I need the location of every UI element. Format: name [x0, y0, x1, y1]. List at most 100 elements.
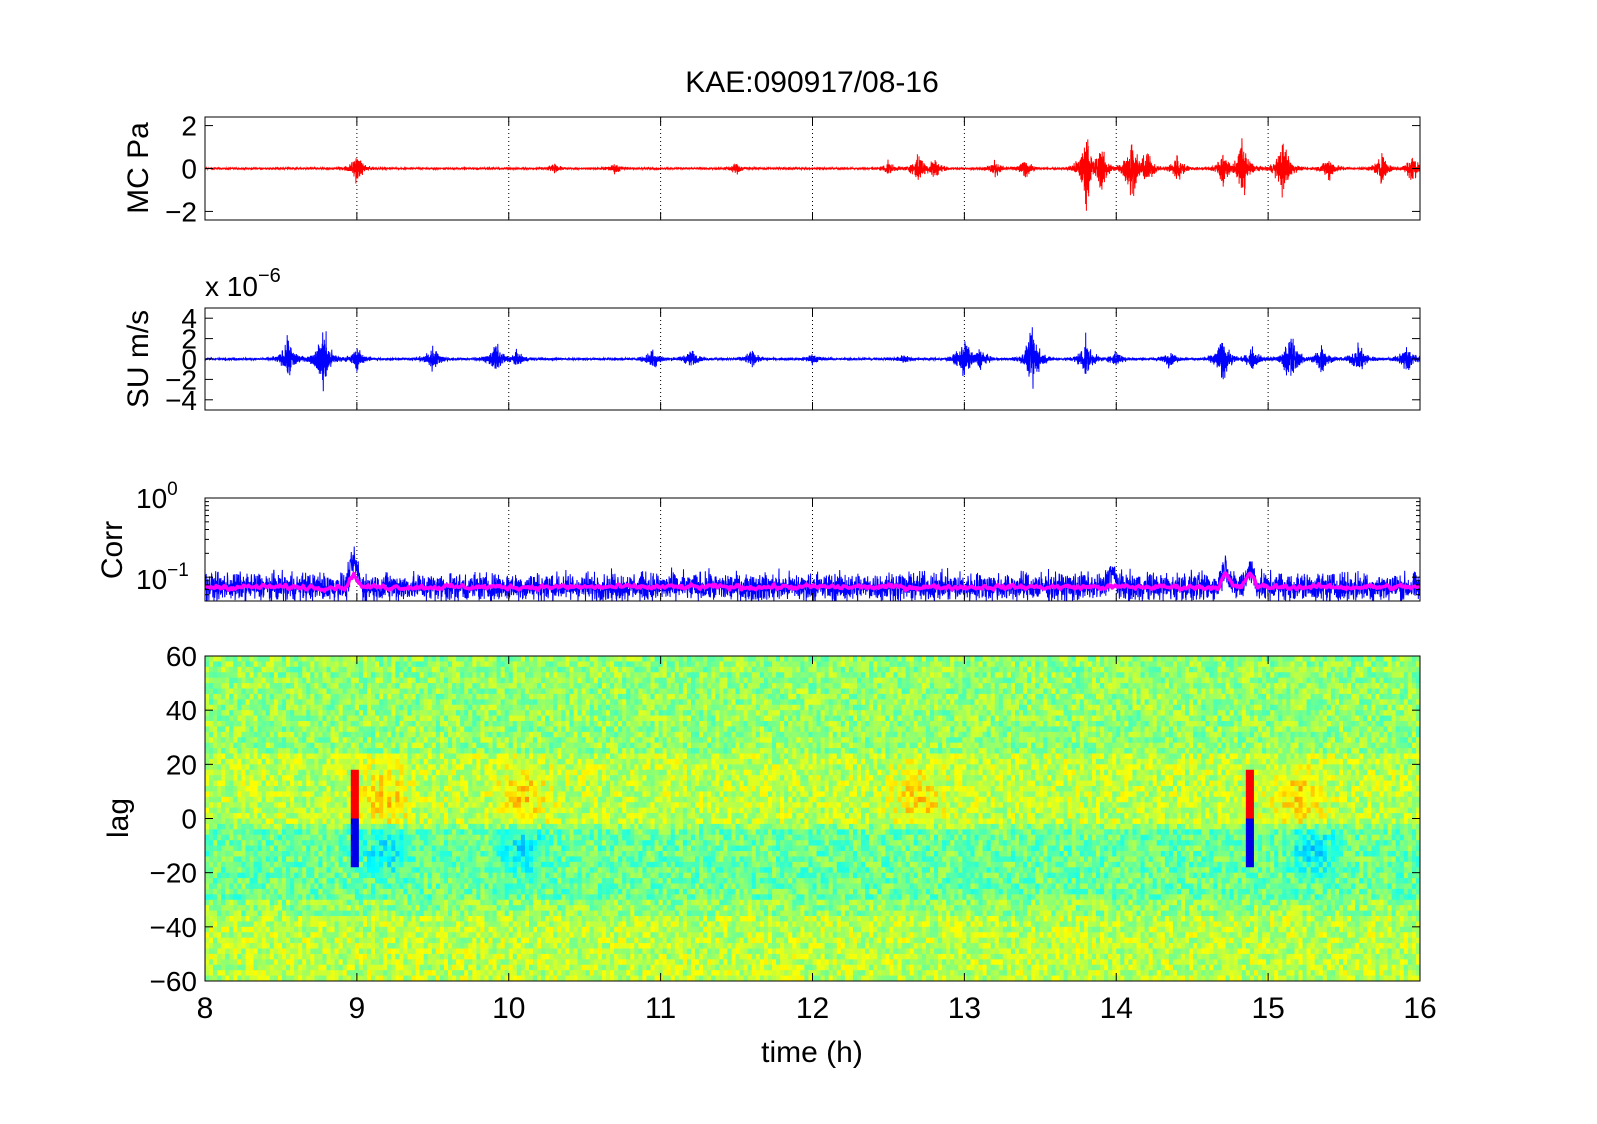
heatmap-cell — [327, 802, 332, 808]
heatmap-cell — [229, 835, 234, 841]
heatmap-cell — [241, 781, 246, 787]
heatmap-cell — [233, 705, 238, 711]
heatmap-cell — [246, 943, 251, 949]
heatmap-cell — [205, 754, 210, 760]
heatmap-cell — [302, 932, 307, 938]
heatmap-cell — [327, 667, 332, 673]
heatmap-cell — [347, 932, 352, 938]
heatmap-cell — [322, 656, 327, 662]
heatmap-cell — [310, 970, 315, 976]
heatmap-cell — [254, 835, 259, 841]
heatmap-cell — [217, 699, 222, 705]
heatmap-cell — [355, 737, 360, 743]
heatmap-cell — [217, 721, 222, 727]
heatmap-cell — [298, 678, 303, 684]
heatmap-cell — [258, 884, 263, 890]
heatmap-cell — [327, 737, 332, 743]
heatmap-cell — [274, 775, 279, 781]
heatmap-cell — [290, 840, 295, 846]
heatmap-cell — [343, 959, 348, 965]
heatmap-cell — [294, 667, 299, 673]
heatmap-cell — [306, 689, 311, 695]
heatmap-cell — [302, 748, 307, 754]
corr-ytick-bottom-exponent: −1 — [167, 560, 189, 581]
heatmap-cell — [213, 959, 218, 965]
heatmap-cell — [209, 656, 214, 662]
heatmap-cell — [302, 672, 307, 678]
heatmap-cell — [221, 813, 226, 819]
heatmap-cell — [213, 954, 218, 960]
heatmap-cell — [298, 656, 303, 662]
heatmap-cell — [351, 965, 356, 971]
heatmap-cell — [262, 824, 267, 830]
heatmap-cell — [270, 965, 275, 971]
heatmap-cell — [286, 678, 291, 684]
heatmap-cell — [262, 808, 267, 814]
heatmap-cell — [302, 775, 307, 781]
heatmap-cell — [205, 889, 210, 895]
heatmap-cell — [258, 802, 263, 808]
heatmap-cell — [258, 970, 263, 976]
heatmap-cell — [241, 900, 246, 906]
heatmap-cell — [318, 965, 323, 971]
heatmap-cell — [209, 808, 214, 814]
heatmap-cell — [310, 965, 315, 971]
heatmap-cell — [306, 900, 311, 906]
heatmap-cell — [339, 851, 344, 857]
heatmap-cell — [246, 959, 251, 965]
heatmap-cell — [343, 667, 348, 673]
heatmap-cell — [241, 808, 246, 814]
heatmap-cell — [233, 689, 238, 695]
heatmap-cell — [209, 721, 214, 727]
heatmap-cell — [302, 856, 307, 862]
heatmap-cell — [225, 813, 230, 819]
heatmap-cell — [278, 689, 283, 695]
heatmap-cell — [258, 667, 263, 673]
heatmap-cell — [294, 716, 299, 722]
heatmap-cell — [229, 705, 234, 711]
heatmap-cell — [290, 683, 295, 689]
heatmap-cell — [322, 732, 327, 738]
heatmap-cell — [225, 856, 230, 862]
heatmap-cell — [278, 943, 283, 949]
heatmap-cell — [343, 791, 348, 797]
heatmap-cell — [306, 716, 311, 722]
heatmap-cell — [205, 900, 210, 906]
heatmap-cell — [347, 856, 352, 862]
heatmap-cell — [205, 856, 210, 862]
heatmap-cell — [314, 667, 319, 673]
heatmap-cell — [274, 835, 279, 841]
heatmap-cell — [229, 943, 234, 949]
heatmap-cell — [225, 672, 230, 678]
heatmap-cell — [327, 829, 332, 835]
heatmap-cell — [347, 721, 352, 727]
heatmap-cell — [262, 884, 267, 890]
heatmap-cell — [351, 846, 356, 852]
heatmap-cell — [233, 791, 238, 797]
heatmap-cell — [213, 726, 218, 732]
heatmap-cell — [233, 846, 238, 852]
heatmap-cell — [266, 932, 271, 938]
heatmap-cell — [266, 889, 271, 895]
heatmap-cell — [306, 683, 311, 689]
heatmap-cell — [322, 781, 327, 787]
heatmap-cell — [355, 775, 360, 781]
heatmap-cell — [302, 726, 307, 732]
heatmap-cell — [339, 726, 344, 732]
heatmap-cell — [327, 932, 332, 938]
heatmap-cell — [286, 672, 291, 678]
heatmap-cell — [254, 737, 259, 743]
heatmap-cell — [294, 764, 299, 770]
heatmap-cell — [282, 802, 287, 808]
heatmap-cell — [282, 791, 287, 797]
heatmap-cell — [322, 764, 327, 770]
heatmap-cell — [343, 916, 348, 922]
heatmap-cell — [270, 791, 275, 797]
heatmap-cell — [246, 905, 251, 911]
heatmap-cell — [262, 710, 267, 716]
heatmap-cell — [282, 873, 287, 879]
heatmap-cell — [229, 840, 234, 846]
heatmap-cell — [286, 732, 291, 738]
heatmap-cell — [327, 943, 332, 949]
heatmap-cell — [314, 900, 319, 906]
